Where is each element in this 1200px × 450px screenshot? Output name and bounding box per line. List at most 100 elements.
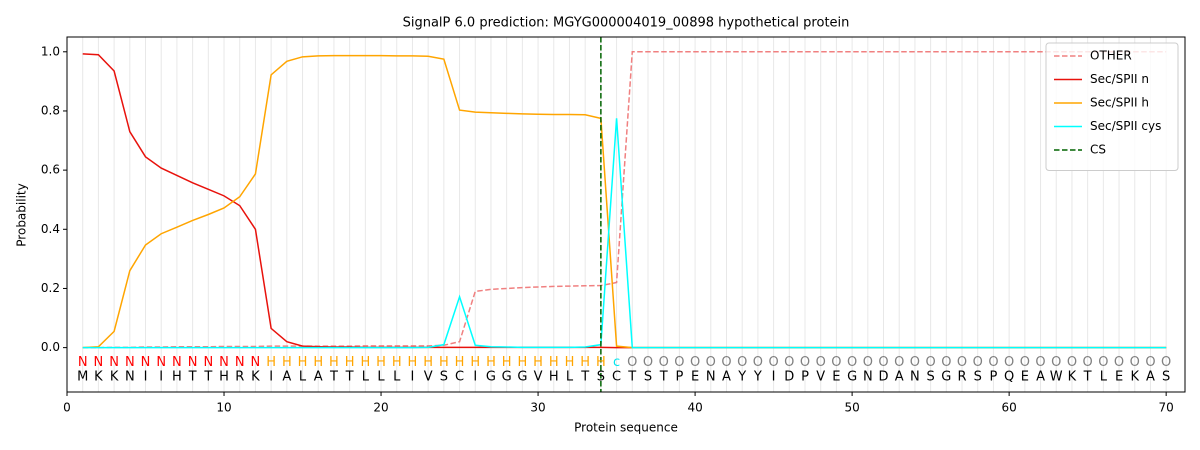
chart-title: SignalP 6.0 prediction: MGYG000004019_00… bbox=[403, 16, 850, 31]
residue: I bbox=[411, 370, 415, 385]
series-line bbox=[82, 53, 1167, 349]
residue-annotation: H bbox=[455, 355, 465, 370]
residue-annotation: N bbox=[188, 355, 198, 370]
residue-annotation: O bbox=[1161, 355, 1171, 370]
residue: T bbox=[627, 370, 636, 385]
plot-frame bbox=[66, 36, 1186, 393]
residue-annotation: H bbox=[376, 355, 386, 370]
residue: M bbox=[77, 370, 88, 385]
residue: D bbox=[879, 370, 889, 385]
residue: D bbox=[784, 370, 794, 385]
residue-annotation: N bbox=[219, 355, 229, 370]
residue: E bbox=[832, 370, 840, 385]
residue-annotation: O bbox=[1020, 355, 1030, 370]
residue-annotation: O bbox=[1130, 355, 1140, 370]
residue: R bbox=[958, 370, 967, 385]
residue-annotation: O bbox=[1067, 355, 1077, 370]
residue: A bbox=[722, 370, 731, 385]
residue-annotation: N bbox=[109, 355, 119, 370]
residue: Y bbox=[753, 370, 762, 385]
residue-annotation: N bbox=[203, 355, 213, 370]
residue: T bbox=[329, 370, 338, 385]
residue-annotation: O bbox=[674, 355, 684, 370]
residue: I bbox=[159, 370, 163, 385]
x-tick-label: 30 bbox=[530, 401, 545, 415]
residue-annotation: H bbox=[565, 355, 575, 370]
residue: K bbox=[110, 370, 119, 385]
residue-annotation: N bbox=[94, 355, 104, 370]
residue-annotation: H bbox=[423, 355, 433, 370]
residue: G bbox=[486, 370, 496, 385]
residue-annotation: O bbox=[659, 355, 669, 370]
residue: S bbox=[974, 370, 982, 385]
residue: T bbox=[188, 370, 197, 385]
residue-annotation: O bbox=[1098, 355, 1108, 370]
residue-annotation: O bbox=[1004, 355, 1014, 370]
series-line bbox=[82, 51, 1167, 349]
residue: H bbox=[172, 370, 182, 385]
residue: Q bbox=[1004, 370, 1014, 385]
legend-label: CS bbox=[1090, 143, 1106, 157]
residue: T bbox=[659, 370, 668, 385]
residue-annotation: O bbox=[1083, 355, 1093, 370]
residue: G bbox=[941, 370, 951, 385]
residue: A bbox=[1036, 370, 1045, 385]
y-tick-label: 0.2 bbox=[41, 281, 60, 295]
residue: S bbox=[644, 370, 652, 385]
residue-annotation: O bbox=[926, 355, 936, 370]
residue-annotation: O bbox=[706, 355, 716, 370]
residue-annotation: O bbox=[973, 355, 983, 370]
x-tick-label: 40 bbox=[687, 401, 702, 415]
residue-annotation: O bbox=[816, 355, 826, 370]
y-tick-label: 1.0 bbox=[41, 44, 60, 58]
residue: K bbox=[1130, 370, 1139, 385]
legend-label: Sec/SPII cys bbox=[1090, 119, 1161, 133]
residue: P bbox=[801, 370, 809, 385]
residue-annotation: O bbox=[800, 355, 810, 370]
residue-annotation: H bbox=[533, 355, 543, 370]
residue: S bbox=[440, 370, 448, 385]
residue: T bbox=[203, 370, 212, 385]
residue-annotation: O bbox=[1035, 355, 1045, 370]
residue-annotation: N bbox=[78, 355, 88, 370]
x-tick-label: 70 bbox=[1159, 401, 1174, 415]
residue-annotation: O bbox=[737, 355, 747, 370]
y-tick-label: 0.8 bbox=[41, 103, 60, 117]
residue-annotation: H bbox=[392, 355, 402, 370]
residue-annotation: H bbox=[517, 355, 527, 370]
legend-box bbox=[1045, 42, 1179, 171]
legend-label: Sec/SPII n bbox=[1090, 72, 1149, 86]
residue: I bbox=[473, 370, 477, 385]
residue: K bbox=[251, 370, 260, 385]
residue-annotation: N bbox=[172, 355, 182, 370]
residue-annotation: H bbox=[266, 355, 276, 370]
residue: I bbox=[144, 370, 148, 385]
series-line bbox=[82, 118, 1167, 349]
residue: P bbox=[990, 370, 998, 385]
residue: K bbox=[94, 370, 103, 385]
residue-annotation: H bbox=[360, 355, 370, 370]
residue-annotation: O bbox=[753, 355, 763, 370]
residue: S bbox=[926, 370, 934, 385]
residue: T bbox=[580, 370, 589, 385]
residue: P bbox=[675, 370, 683, 385]
x-tick-label: 20 bbox=[373, 401, 388, 415]
residue-annotation: H bbox=[486, 355, 496, 370]
residue: T bbox=[345, 370, 354, 385]
x-tick-label: 0 bbox=[63, 401, 71, 415]
residue-annotation: H bbox=[580, 355, 590, 370]
residue: A bbox=[282, 370, 291, 385]
residue-annotation: O bbox=[988, 355, 998, 370]
residue-annotation: O bbox=[690, 355, 700, 370]
residue-annotation: O bbox=[863, 355, 873, 370]
residue-annotation: H bbox=[439, 355, 449, 370]
residue-annotation: O bbox=[627, 355, 637, 370]
residue-annotation: O bbox=[831, 355, 841, 370]
x-axis-label: Protein sequence bbox=[574, 421, 678, 435]
residue-annotation: c bbox=[613, 355, 620, 370]
x-tick-label: 10 bbox=[216, 401, 231, 415]
residue-annotation: O bbox=[784, 355, 794, 370]
residue: E bbox=[691, 370, 699, 385]
residue-annotation: O bbox=[941, 355, 951, 370]
residue-annotation: O bbox=[847, 355, 857, 370]
